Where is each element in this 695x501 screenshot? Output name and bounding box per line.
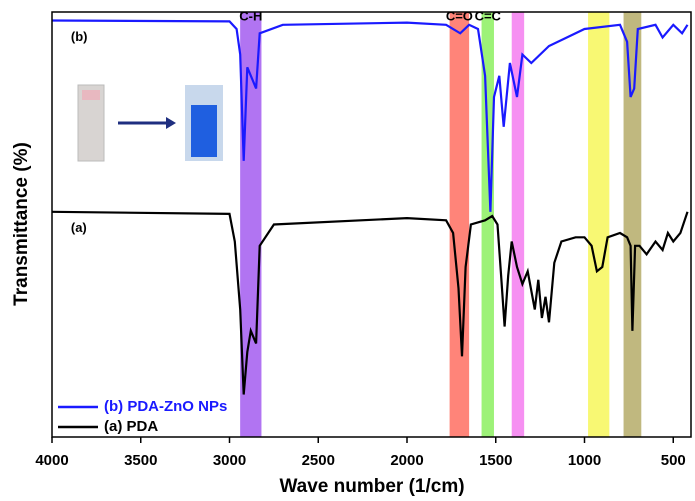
band-label: C=O xyxy=(446,8,473,23)
band xyxy=(588,12,610,437)
x-tick-label: 2500 xyxy=(302,452,335,469)
line xyxy=(51,210,689,395)
x-tick-label: 4000 xyxy=(35,452,68,469)
line xyxy=(51,19,689,212)
x-tick-label: 500 xyxy=(661,452,686,469)
band-label: C-H xyxy=(239,8,262,23)
x-tick-label: 3500 xyxy=(124,452,157,469)
annotation: (b) xyxy=(71,29,88,44)
x-tick-label: 2000 xyxy=(390,452,423,469)
x-axis-title: Wave number (1/cm) xyxy=(279,476,464,496)
x-tick-label: 1500 xyxy=(479,452,512,469)
band xyxy=(481,12,494,437)
x-tick-label: 1000 xyxy=(568,452,601,469)
legend-label: (a) PDA xyxy=(104,418,158,435)
arrow-head xyxy=(166,117,176,129)
vial-cap xyxy=(82,90,100,100)
plot-frame xyxy=(51,11,692,438)
y-axis-title: Transmittance (%) xyxy=(11,142,32,306)
x-tick-label: 3000 xyxy=(213,452,246,469)
inset xyxy=(77,84,223,162)
band-label: C=C xyxy=(475,8,502,23)
annotation: (a) xyxy=(71,220,87,235)
vial-blue xyxy=(191,105,217,157)
plot: C-H C=O C=C (b) (a) 4000 3500 3000 2500 2000 1500 1… xyxy=(35,8,692,469)
legend-label: (b) PDA-ZnO NPs xyxy=(104,398,227,415)
band xyxy=(449,12,470,437)
band xyxy=(623,12,642,437)
band xyxy=(511,12,525,437)
